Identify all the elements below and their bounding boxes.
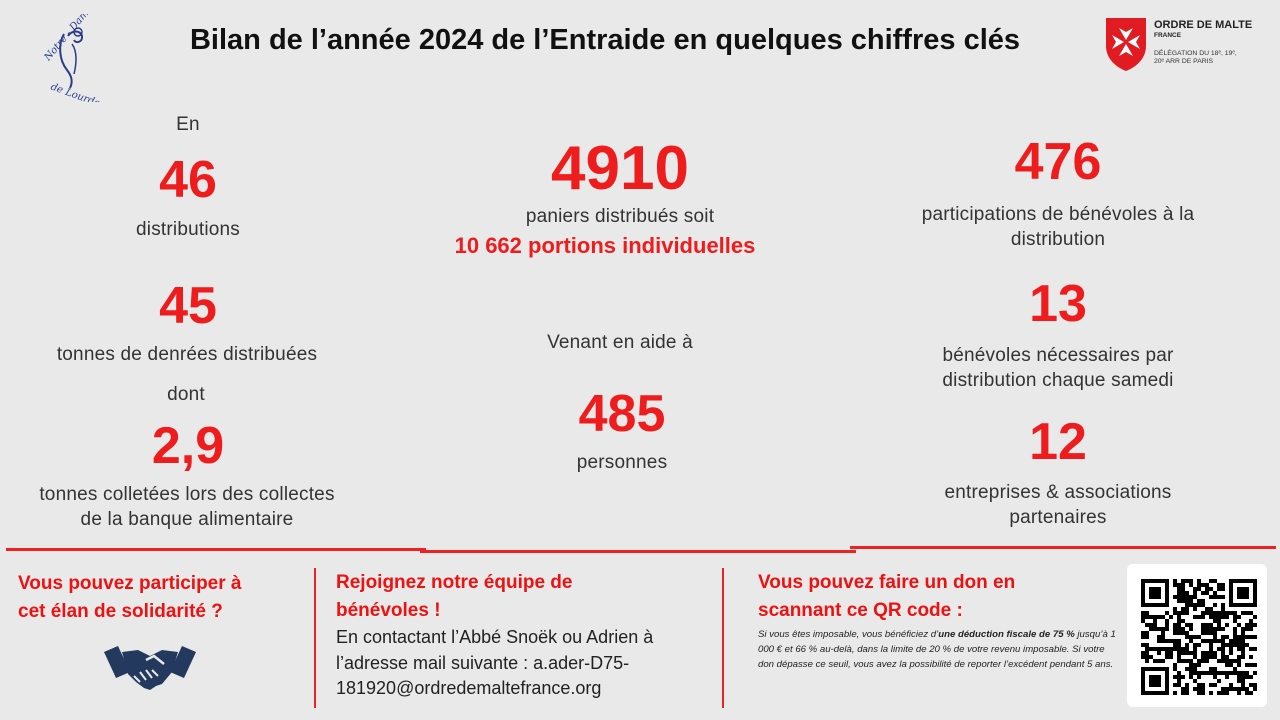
participate-text: Vous pouvez participer à cet élan de sol… [18, 573, 242, 622]
divider-left [6, 548, 426, 551]
maltese-cross-icon [1112, 28, 1140, 56]
participations-label-1: participations de bénévoles à la [921, 204, 1195, 225]
notre-dame-logo: Notre - Dame de Lourdes [34, 3, 114, 111]
dont-label: dont [167, 384, 205, 405]
ordre-name: ORDRE DE MALTE [1154, 19, 1252, 31]
baskets-value: 4910 [551, 134, 689, 203]
handshake-icon [104, 642, 196, 702]
tax-deduction-note: Si vous êtes imposable, vous bénéficiez … [758, 629, 1116, 670]
distributions-value: 46 [159, 151, 217, 209]
column-divider-1 [314, 568, 316, 708]
tonnes-value: 45 [159, 277, 217, 335]
tonnes-label: tonnes de denrées distribuées [56, 344, 318, 365]
en-label: En [176, 114, 200, 135]
people-label: personnes [576, 452, 668, 473]
participations-value: 476 [1014, 133, 1102, 191]
partners-value: 12 [1029, 413, 1087, 471]
collected-label-2: de la banque alimentaire [80, 509, 294, 530]
portions-label: 10 662 portions individuelles [454, 233, 756, 258]
donate-title: Vous pouvez faire un don en scannant ce … [758, 572, 1016, 621]
participations-label-2: distribution [1010, 229, 1106, 250]
partners-label-2: partenaires [1009, 507, 1107, 528]
column-divider-2 [722, 568, 724, 708]
venant-label: Venant en aide à [547, 332, 693, 353]
ordre-country: FRANCE [1154, 32, 1182, 39]
volunteers-label-1: bénévoles nécessaires par [942, 345, 1174, 366]
divider-right [850, 546, 1276, 549]
collected-label-1: tonnes colletées lors des collectes [39, 484, 335, 505]
page-title: Bilan de l’année 2024 de l’Entraide en q… [189, 24, 1021, 56]
contact-text: En contactant l’Abbé Snoëk ou Adrien à l… [336, 625, 708, 702]
ordre-delegation-1: DÉLÉGATION DU 18ᵉ, 19ᵉ, [1154, 48, 1237, 57]
divider-mid [420, 550, 856, 553]
logo-text-bottom: de Lourdes [49, 82, 106, 102]
contact-email[interactable]: 181920@ordredemaltefrance.org [336, 678, 602, 698]
collected-value: 2,9 [151, 417, 225, 475]
join-team-title: Rejoignez notre équipe de bénévoles ! [336, 572, 573, 621]
partners-label-1: entreprises & associations [944, 482, 1172, 503]
distributions-label: distributions [136, 219, 240, 240]
volunteers-label-2: distribution chaque samedi [942, 370, 1174, 391]
ordre-de-malte-logo: ORDRE DE MALTE FRANCE DÉLÉGATION DU 18ᵉ,… [1104, 16, 1274, 72]
people-value: 485 [578, 385, 666, 443]
volunteers-value: 13 [1029, 275, 1087, 333]
baskets-label: paniers distribués soit [525, 206, 715, 227]
logo-text-top: Notre - Dame [42, 14, 95, 64]
qr-code[interactable] [1127, 564, 1267, 707]
ordre-delegation-2: 20ᵉ ARR DE PARIS [1154, 58, 1214, 65]
